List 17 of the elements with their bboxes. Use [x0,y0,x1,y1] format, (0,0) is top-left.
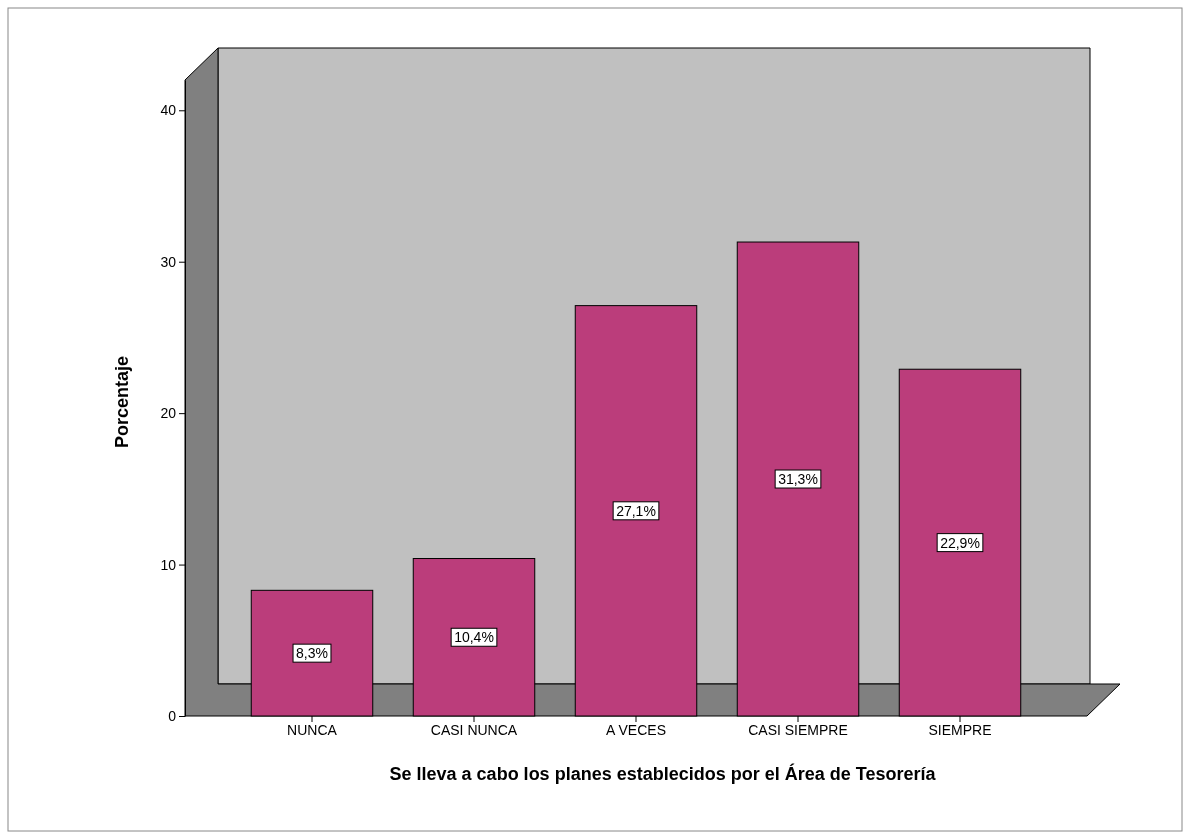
y-tick-label: 40 [160,102,177,119]
y-tick-label: 30 [160,253,177,270]
data-label: 31,3% [778,471,818,488]
data-label: 8,3% [296,645,328,662]
x-tick-label: A VECES [606,721,666,738]
data-label: 27,1% [616,502,656,519]
y-tick-label: 10 [160,556,177,573]
x-tick-label: CASI NUNCA [430,721,518,738]
data-label: 22,9% [940,534,980,551]
y-axis-title: Porcentaje [112,355,132,449]
data-label: 10,4% [454,629,494,646]
x-tick-label: CASI SIEMPRE [748,721,848,738]
y-tick-label: 0 [168,707,177,724]
x-axis-title: Se lleva a cabo los planes establecidos por el Área de Tesorería [389,763,937,784]
y-tick-label: 20 [160,405,177,422]
x-tick-label: NUNCA [287,721,338,738]
x-tick-label: SIEMPRE [928,721,992,738]
